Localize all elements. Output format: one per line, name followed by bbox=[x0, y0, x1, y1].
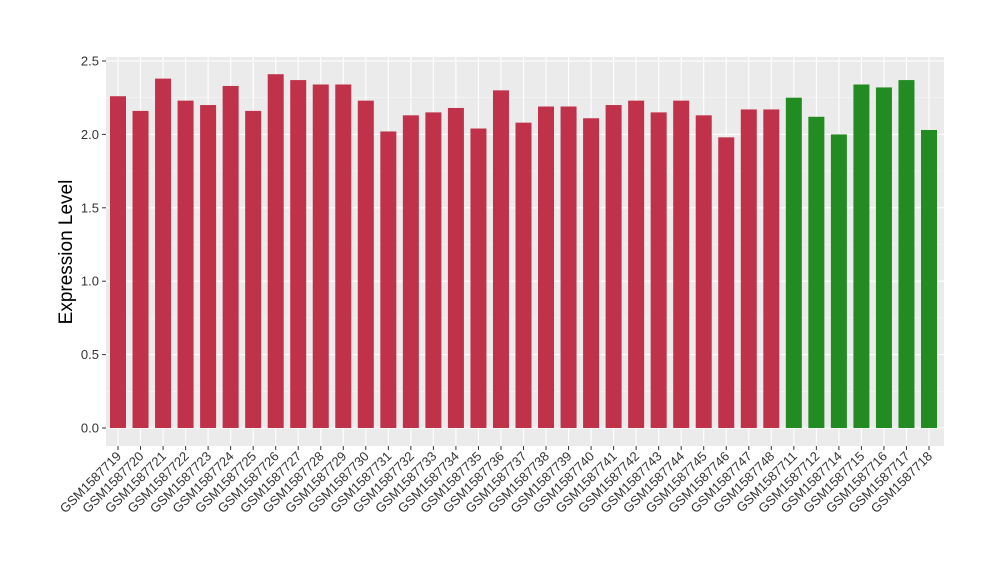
bar-GSM1587744 bbox=[673, 100, 690, 429]
bar-GSM1587738 bbox=[538, 106, 555, 429]
bar-GSM1587748 bbox=[763, 109, 780, 428]
bar-GSM1587727 bbox=[290, 80, 307, 429]
bar-GSM1587718 bbox=[921, 129, 937, 428]
bar-GSM1587715 bbox=[853, 84, 870, 428]
bars bbox=[110, 74, 937, 429]
y-tick-label: 1.5 bbox=[81, 200, 99, 215]
bar-GSM1587723 bbox=[200, 105, 217, 428]
bar-GSM1587711 bbox=[785, 97, 802, 428]
y-tick-label: 1.0 bbox=[81, 274, 99, 289]
y-tick-label: 2.0 bbox=[81, 127, 99, 142]
bar-GSM1587728 bbox=[312, 84, 329, 428]
bar-GSM1587747 bbox=[740, 109, 757, 428]
bar-GSM1587737 bbox=[515, 122, 532, 428]
bar-GSM1587745 bbox=[695, 115, 712, 428]
bar-GSM1587735 bbox=[470, 128, 487, 428]
bar-GSM1587719 bbox=[110, 96, 126, 429]
bar-GSM1587741 bbox=[605, 105, 622, 428]
y-tick-label: 2.5 bbox=[81, 54, 99, 69]
bar-GSM1587724 bbox=[222, 85, 239, 429]
bar-GSM1587746 bbox=[718, 137, 735, 428]
y-tick-label: 0.5 bbox=[81, 347, 99, 362]
bar-GSM1587714 bbox=[830, 134, 847, 428]
bar-GSM1587722 bbox=[177, 100, 194, 429]
x-axis: GSM1587719GSM1587720GSM1587721GSM1587722… bbox=[57, 446, 935, 516]
bar-GSM1587717 bbox=[898, 80, 915, 429]
bar-GSM1587725 bbox=[245, 110, 262, 429]
bar-GSM1587743 bbox=[650, 112, 667, 428]
bar-GSM1587740 bbox=[583, 118, 600, 428]
bar-GSM1587733 bbox=[425, 112, 442, 428]
bar-GSM1587731 bbox=[380, 131, 397, 429]
bar-GSM1587734 bbox=[447, 107, 464, 428]
y-axis: 0.0 0.5 1.0 1.5 2.0 2.5 bbox=[81, 54, 106, 436]
bar-GSM1587721 bbox=[155, 78, 172, 428]
y-axis-label: Expression Level bbox=[56, 180, 77, 325]
bar-GSM1587720 bbox=[132, 110, 149, 429]
bar-GSM1587736 bbox=[492, 90, 509, 429]
bar-GSM1587716 bbox=[875, 87, 892, 428]
bar-GSM1587726 bbox=[267, 74, 284, 428]
bar-GSM1587739 bbox=[560, 106, 577, 429]
bar-GSM1587732 bbox=[402, 115, 419, 428]
bar-GSM1587729 bbox=[335, 84, 352, 428]
y-tick-label: 0.0 bbox=[81, 421, 99, 436]
bar-GSM1587712 bbox=[808, 116, 825, 428]
bar-GSM1587742 bbox=[628, 100, 645, 429]
bar-GSM1587730 bbox=[357, 100, 374, 429]
